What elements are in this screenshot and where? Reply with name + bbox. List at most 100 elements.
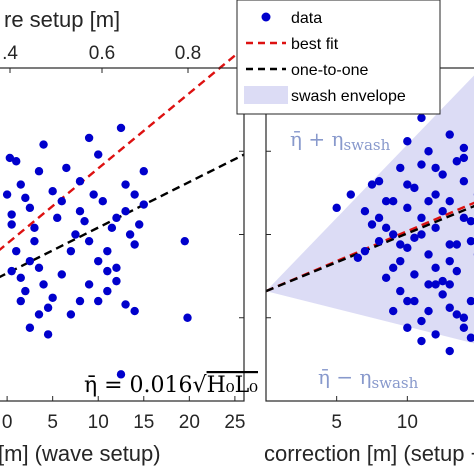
data-point-left (30, 223, 39, 233)
data-point-left (103, 266, 112, 276)
data-point-right (417, 230, 426, 239)
legend-label-best-fit: best fit (291, 36, 339, 53)
data-point-right (459, 153, 469, 163)
data-point-left (130, 306, 139, 316)
data-point-right (332, 203, 341, 213)
data-point-left (12, 157, 21, 166)
envelope-lower-sub: swash (371, 374, 418, 392)
left-y-ticks (239, 150, 244, 319)
data-point-right (389, 263, 398, 272)
data-point-right (417, 113, 426, 123)
data-point-left (34, 167, 44, 176)
data-point-right (396, 286, 405, 296)
data-point-left (53, 213, 62, 223)
left-plot-frame (0, 67, 245, 402)
data-point-right (417, 160, 426, 169)
data-point-left (16, 296, 25, 306)
data-point-left (43, 303, 53, 312)
data-point-right (367, 220, 377, 229)
left-data-points (2, 123, 192, 379)
data-point-left (34, 310, 44, 319)
data-point-left (25, 323, 35, 332)
data-point-left (98, 197, 107, 206)
legend-box (236, 0, 441, 115)
data-point-left (21, 286, 30, 296)
data-point-left (25, 203, 35, 213)
data-point-right (452, 266, 461, 276)
legend-label-swash-envelope: swash envelope (291, 88, 406, 105)
data-point-right (389, 306, 398, 316)
left-fit-lines (0, 47, 245, 279)
envelope-upper-sub: swash (343, 136, 390, 154)
data-point-left (180, 236, 189, 246)
data-point-left (130, 190, 139, 199)
data-point-left (94, 150, 103, 159)
data-point-left (48, 293, 57, 302)
right-bottom-tick-label: 10 (397, 412, 418, 433)
data-point-right (438, 290, 447, 299)
data-point-right (431, 190, 440, 199)
data-point-right (396, 163, 405, 173)
data-point-right (396, 240, 405, 249)
data-point-right (417, 336, 426, 346)
data-point-right (360, 246, 370, 256)
data-point-left (116, 123, 126, 133)
data-point-right (459, 323, 469, 332)
right-panel: 5 10 η̄ + ηswash η̄ − ηswash correction [… (264, 67, 474, 466)
data-point-left (80, 216, 89, 226)
envelope-lower-main: η̄ − η (318, 365, 371, 389)
data-point-left (112, 263, 121, 272)
data-point-left (125, 230, 135, 239)
data-point-left (25, 256, 35, 266)
data-point-right (353, 253, 363, 263)
data-point-left (75, 296, 85, 306)
data-point-left (84, 133, 94, 143)
right-data-points (332, 103, 474, 356)
data-point-right (417, 316, 426, 326)
data-point-right (410, 233, 419, 243)
left-bottom-tick-label: 20 (179, 412, 200, 433)
data-point-right (424, 250, 433, 259)
left-top-ticks: .4 0.6 0.8 (2, 43, 201, 73)
data-point-right (403, 323, 412, 332)
left-top-tick-label: 0.6 (89, 43, 115, 64)
data-point-left (84, 236, 94, 246)
data-point-right (389, 197, 398, 206)
left-top-axis-label: re setup [m] (4, 7, 120, 32)
right-swash-envelope (266, 75, 474, 344)
data-point-right (459, 177, 469, 186)
data-point-left (135, 220, 144, 229)
data-point-left (7, 220, 16, 229)
data-point-right (452, 240, 461, 249)
data-point-right (389, 230, 398, 239)
data-point-right (381, 197, 391, 206)
data-point-right (410, 270, 419, 279)
swash-envelope-area (266, 75, 474, 344)
legend-label-one-to-one: one-to-one (291, 62, 368, 79)
data-point-right (445, 280, 454, 289)
left-formula-radicand: H₀L₀ (207, 373, 259, 398)
data-point-right (466, 216, 474, 226)
data-point-right (459, 143, 469, 153)
data-point-right (431, 263, 440, 272)
data-point-left (130, 240, 139, 249)
data-point-left (116, 370, 126, 379)
data-point-left (84, 280, 94, 289)
data-point-right (459, 313, 469, 322)
data-point-left (21, 193, 30, 203)
left-bottom-tick-label: 25 (224, 412, 245, 433)
data-point-right (403, 243, 412, 253)
left-x-axis-label: [m] (wave setup) (0, 441, 161, 466)
right-y-ticks (266, 150, 271, 319)
data-point-right (438, 170, 447, 179)
data-point-right (431, 330, 440, 339)
data-point-right (445, 197, 454, 206)
left-formula-prefix: η̄ = 0.016 (84, 373, 193, 398)
left-panel: re setup [m] .4 0.6 0.8 0 5 10 15 20 25 η̄ = 0.… (0, 7, 258, 466)
data-point-right (424, 280, 433, 289)
data-point-right (381, 223, 391, 233)
data-point-left (39, 140, 48, 149)
data-point-left (112, 276, 121, 286)
data-point-right (445, 256, 454, 266)
data-point-right (466, 236, 474, 246)
